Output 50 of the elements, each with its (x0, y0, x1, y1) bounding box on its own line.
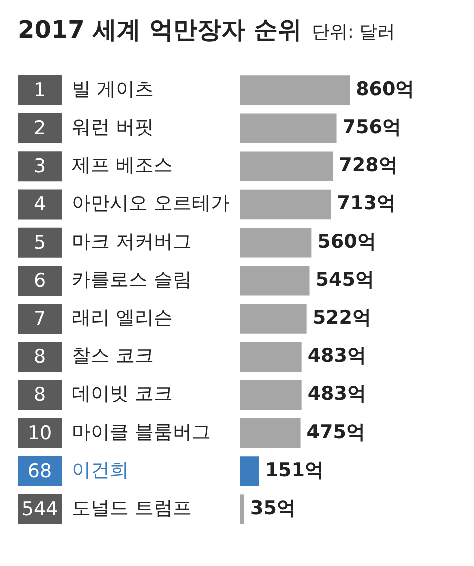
data-label: 560억 (318, 230, 376, 253)
data-label: 756억 (342, 116, 402, 138)
data-label: 151억 (265, 459, 324, 482)
chart-title: 2017 세계 억만장자 순위 (18, 15, 302, 46)
text: 4 (34, 194, 46, 216)
bar (240, 152, 334, 182)
y-tick-label: 아만시오 오르테가 (72, 192, 230, 215)
bar (240, 190, 332, 220)
y-tick-label: 카를로스 슬림 (72, 268, 192, 291)
text: 68 (28, 460, 52, 482)
data-label: 522억 (312, 306, 372, 329)
y-tick-label: 찰스 코크 (72, 345, 154, 368)
y-tick-label: 데이빗 코크 (72, 383, 174, 406)
y-tick-label: 워런 버핏 (72, 116, 154, 138)
text: 3 (34, 156, 46, 178)
text: 8 (34, 384, 46, 406)
bar (240, 304, 307, 334)
bar (240, 494, 244, 524)
bar (240, 418, 301, 448)
y-tick-label: 래리 엘리슨 (72, 306, 174, 329)
y-tick-label: 이건희 (72, 459, 129, 482)
y-tick-label: 도널드 트럼프 (72, 497, 192, 520)
bar (240, 342, 302, 372)
text: 8 (34, 346, 46, 368)
data-label: 483억 (308, 383, 366, 406)
y-tick-label: 빌 게이츠 (72, 78, 154, 100)
text: 2 (34, 117, 46, 140)
bar (240, 456, 260, 486)
y-tick-label: 제프 베조스 (72, 154, 174, 177)
text: 10 (28, 422, 52, 444)
bar (240, 380, 302, 410)
data-label: 860억 (356, 78, 415, 100)
text: 5 (34, 232, 46, 254)
bar (240, 114, 337, 144)
data-label: 713억 (337, 192, 396, 215)
data-label: 475억 (306, 421, 366, 444)
bar (240, 76, 350, 106)
data-label: 728억 (339, 154, 398, 177)
data-label: 483억 (308, 345, 366, 368)
bar (240, 266, 310, 296)
text: 6 (34, 270, 46, 292)
chart-subtitle: 단위: 달러 (312, 21, 396, 44)
bar (240, 228, 312, 258)
y-tick-label: 마크 저커버그 (72, 230, 192, 253)
text: 7 (34, 308, 46, 330)
text: 544 (22, 498, 58, 520)
data-label: 545억 (316, 268, 374, 291)
text: 1 (34, 79, 46, 102)
y-tick-label: 마이클 블룸버그 (72, 421, 212, 444)
data-label: 35억 (250, 497, 296, 520)
